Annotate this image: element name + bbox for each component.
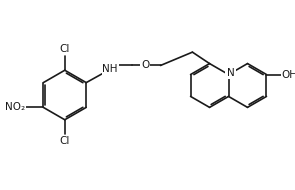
Text: NO₂: NO₂ bbox=[5, 102, 25, 112]
Text: NH: NH bbox=[102, 64, 118, 74]
Text: O: O bbox=[141, 60, 149, 70]
Text: N: N bbox=[227, 68, 234, 78]
Text: OH: OH bbox=[281, 70, 295, 80]
Text: Cl: Cl bbox=[60, 44, 70, 54]
Text: Cl: Cl bbox=[60, 136, 70, 146]
